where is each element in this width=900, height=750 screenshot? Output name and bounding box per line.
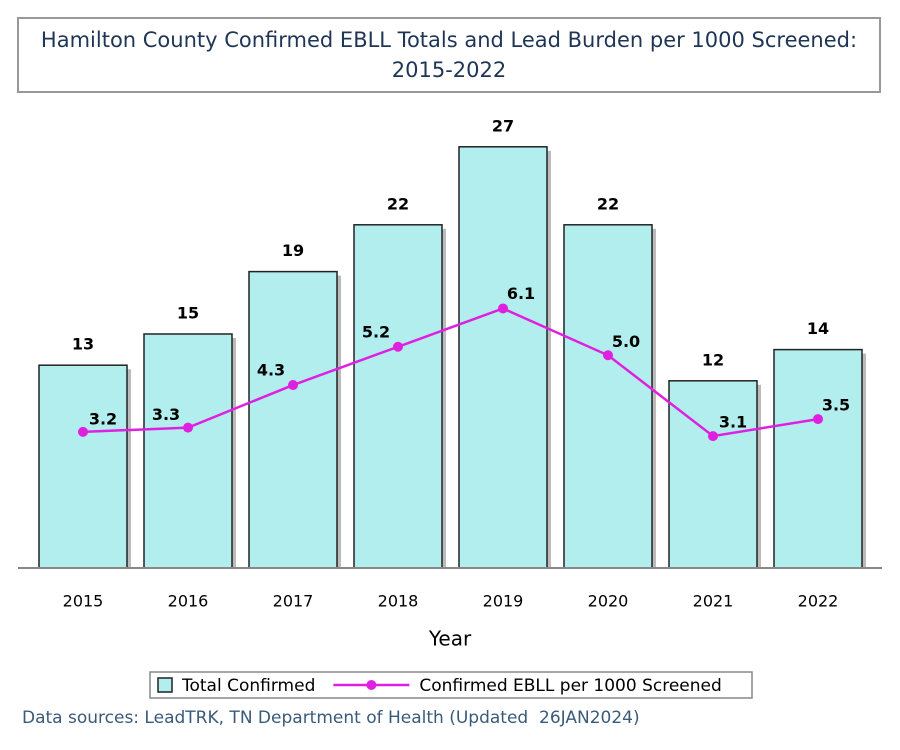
data-label: 3.2 bbox=[89, 409, 117, 428]
legend: Total Confirmed Confirmed EBLL per 1000 S… bbox=[149, 671, 753, 699]
line-point bbox=[183, 422, 193, 433]
data-label: 5.2 bbox=[362, 322, 390, 341]
data-label: 15 bbox=[177, 304, 199, 323]
x-tick-label: 2018 bbox=[378, 592, 419, 611]
data-label: 13 bbox=[72, 335, 94, 354]
x-tick-label: 2016 bbox=[168, 592, 209, 611]
data-label: 27 bbox=[492, 116, 514, 135]
data-label: 3.5 bbox=[822, 396, 850, 415]
bar bbox=[773, 348, 863, 569]
line-point bbox=[393, 341, 403, 352]
chart-title: Hamilton County Confirmed EBLL Totals an… bbox=[17, 17, 881, 93]
x-tick-label: 2019 bbox=[483, 592, 524, 611]
line-point bbox=[498, 303, 508, 314]
bar bbox=[353, 224, 443, 569]
line-point bbox=[288, 380, 298, 391]
bar bbox=[458, 146, 548, 569]
data-label: 22 bbox=[597, 194, 619, 213]
data-label: 3.1 bbox=[719, 413, 747, 432]
legend-label: Confirmed EBLL per 1000 Screened bbox=[419, 676, 721, 696]
x-tick-label: 2020 bbox=[588, 592, 629, 611]
legend-swatch bbox=[157, 677, 173, 693]
data-label: 14 bbox=[807, 319, 829, 338]
data-label: 4.3 bbox=[257, 361, 285, 380]
data-label: 12 bbox=[702, 350, 724, 369]
bar bbox=[563, 224, 653, 569]
x-tick-label: 2022 bbox=[798, 592, 839, 611]
line-point bbox=[708, 431, 718, 442]
x-axis-title: Year bbox=[428, 627, 472, 651]
line bbox=[82, 307, 819, 438]
x-tick-label: 2015 bbox=[63, 592, 104, 611]
data-label: 5.0 bbox=[612, 332, 640, 351]
data-label: 22 bbox=[387, 194, 409, 213]
chart: 2015 2016 2017 2018 2019 2020 2021 2022 Year 13 15… bbox=[18, 116, 882, 699]
line-point bbox=[603, 350, 613, 361]
data-label: 6.1 bbox=[507, 284, 535, 303]
bar bbox=[668, 380, 758, 569]
bar bbox=[143, 333, 233, 569]
line-point bbox=[78, 426, 88, 437]
legend-swatch bbox=[366, 680, 377, 690]
data-label: 3.3 bbox=[152, 405, 180, 424]
x-tick-label: 2021 bbox=[693, 592, 734, 611]
bar bbox=[248, 270, 338, 569]
legend-label: Total Confirmed bbox=[181, 676, 315, 696]
data-label: 19 bbox=[282, 241, 304, 260]
legend-box bbox=[149, 671, 753, 699]
source-note: Data sources: LeadTRK, TN Department of … bbox=[22, 708, 640, 728]
x-tick-label: 2017 bbox=[273, 592, 314, 611]
line-point bbox=[813, 414, 823, 425]
bar bbox=[38, 364, 128, 569]
